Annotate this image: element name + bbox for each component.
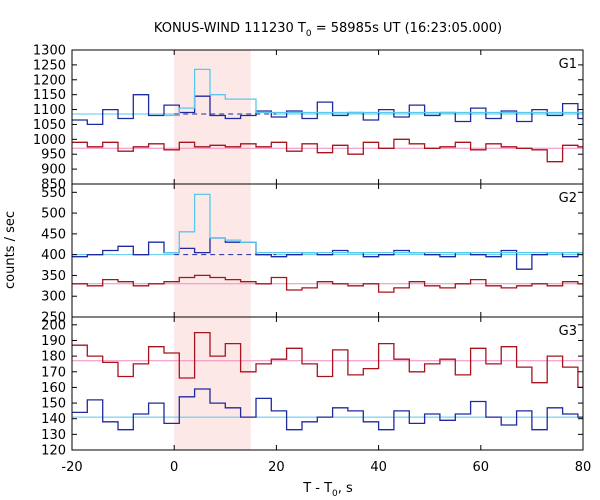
x-axis-label: T - T0, s (302, 481, 353, 499)
x-tick-label: 20 (268, 460, 285, 475)
y-tick-label-g3: 160 (41, 381, 66, 396)
y-tick-label-g3: 190 (41, 334, 66, 349)
y-tick-label-g1: 1000 (33, 133, 66, 148)
series-g2-blue (72, 237, 583, 270)
y-tick-label-g1: 850 (41, 178, 66, 193)
y-tick-label-g3: 200 (41, 318, 66, 333)
y-axis-label: counts / sec (3, 211, 18, 289)
panel-label-g3: G3 (559, 324, 577, 339)
x-tick-label: 60 (473, 460, 490, 475)
series-g1-blue (72, 94, 583, 126)
y-tick-label-g1: 1250 (33, 58, 66, 73)
highlight-band-g3 (174, 317, 251, 450)
y-tick-label-g2: 400 (41, 248, 66, 263)
y-tick-label-g2: 450 (41, 227, 66, 242)
y-tick-label-g1: 1050 (33, 118, 66, 133)
y-tick-label-g3: 120 (41, 444, 66, 459)
y-tick-label-g2: 550 (41, 186, 66, 201)
y-tick-label-g1: 1200 (33, 73, 66, 88)
chart-title: KONUS-WIND 111230 T0 = 58985s UT (16:23:… (154, 21, 502, 39)
y-tick-label-g1: 1100 (33, 103, 66, 118)
x-tick-label: 80 (575, 460, 592, 475)
y-tick-label-g1: 950 (41, 148, 66, 163)
panel-label-g2: G2 (559, 191, 577, 206)
y-tick-label-g2: 300 (41, 290, 66, 305)
highlight-band-g1 (174, 50, 251, 184)
series-g1-cyan (164, 68, 583, 117)
panel-label-g1: G1 (559, 57, 577, 72)
y-tick-label-g3: 180 (41, 350, 66, 365)
y-tick-label-g1: 1300 (33, 44, 66, 59)
series-g3-red (72, 331, 583, 389)
y-tick-label-g3: 140 (41, 412, 66, 427)
y-tick-label-g1: 1150 (33, 88, 66, 103)
y-tick-label-g2: 500 (41, 207, 66, 222)
x-tick-label: -20 (61, 460, 82, 475)
plot-area: 8509009501000105011001150120012501300G12… (33, 44, 591, 476)
y-tick-label-g3: 170 (41, 365, 66, 380)
y-tick-label-g3: 130 (41, 428, 66, 443)
series-g2-cyan (164, 193, 583, 254)
panel-frame-g1 (71, 49, 584, 185)
panel-frame-g3 (71, 316, 584, 451)
series-g1-red (72, 138, 583, 163)
x-tick-label: 40 (370, 460, 387, 475)
y-tick-label-g2: 250 (41, 311, 66, 326)
y-tick-label-g1: 900 (41, 163, 66, 178)
series-g3-blue (72, 388, 583, 431)
series-g2-red (72, 274, 583, 293)
highlight-band-g2 (174, 184, 251, 317)
y-tick-label-g2: 350 (41, 269, 66, 284)
x-tick-label: 0 (170, 460, 178, 475)
y-tick-label-g3: 150 (41, 397, 66, 412)
